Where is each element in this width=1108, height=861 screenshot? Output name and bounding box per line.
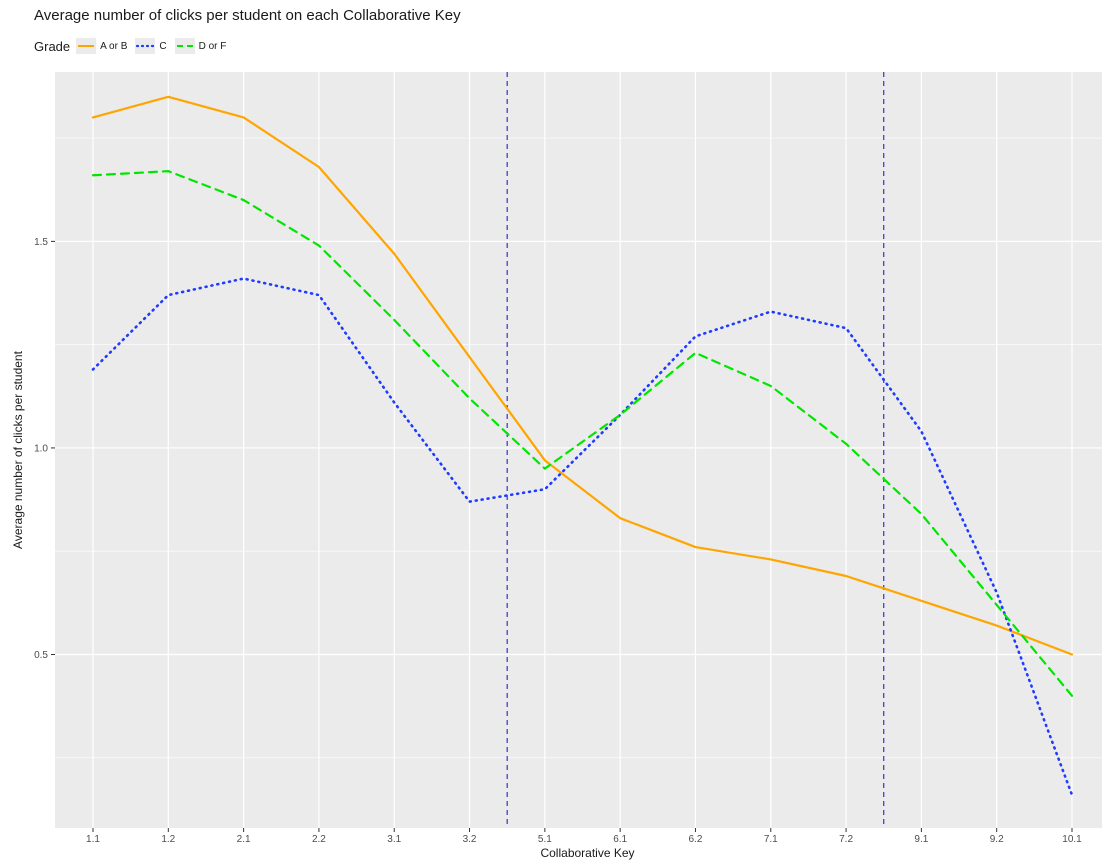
chart-title: Average number of clicks per student on …: [34, 7, 461, 24]
legend-key-d-or-f: [174, 38, 195, 54]
legend-item-a-or-b: A or B: [76, 38, 131, 54]
x-tick-label: 3.1: [387, 834, 401, 845]
legend-item-c: C: [135, 38, 170, 54]
legend-title: Grade: [34, 38, 71, 54]
legend: Grade A or B C D or F: [34, 38, 234, 54]
x-tick-label: 6.1: [613, 834, 627, 845]
series-line-d-or-f: [91, 170, 1074, 697]
legend-label-a-or-b: A or B: [100, 40, 128, 52]
legend-key-a-or-b: [76, 38, 97, 54]
x-tick-label: 10.1: [1062, 834, 1082, 845]
x-tick-label: 7.1: [764, 834, 778, 845]
y-tick-label: 1.5: [34, 237, 48, 248]
y-tick-label: 1.0: [34, 443, 48, 454]
legend-item-d-or-f: D or F: [174, 38, 231, 54]
x-axis-title: Collaborative Key: [540, 846, 634, 860]
x-tick-label: 5.1: [538, 834, 552, 845]
plot-panel: [55, 72, 1102, 828]
legend-key-c: [135, 38, 156, 54]
x-tick-label: 7.2: [839, 834, 853, 845]
x-tick-label: 3.2: [463, 834, 477, 845]
legend-label-c: C: [159, 40, 167, 52]
x-tick-label: 1.1: [86, 834, 100, 845]
y-axis-title: Average number of clicks per student: [11, 350, 25, 549]
series-line-a-or-b: [91, 95, 1074, 656]
x-tick-label: 1.2: [161, 834, 175, 845]
legend-label-d-or-f: D or F: [198, 40, 227, 52]
x-tick-label: 2.1: [237, 834, 251, 845]
series-line-c: [91, 277, 1074, 797]
x-tick-label: 6.2: [689, 834, 703, 845]
x-tick-label: 9.2: [990, 834, 1004, 845]
y-tick-label: 0.5: [34, 650, 48, 661]
x-tick-label: 9.1: [914, 834, 928, 845]
x-tick-label: 2.2: [312, 834, 326, 845]
